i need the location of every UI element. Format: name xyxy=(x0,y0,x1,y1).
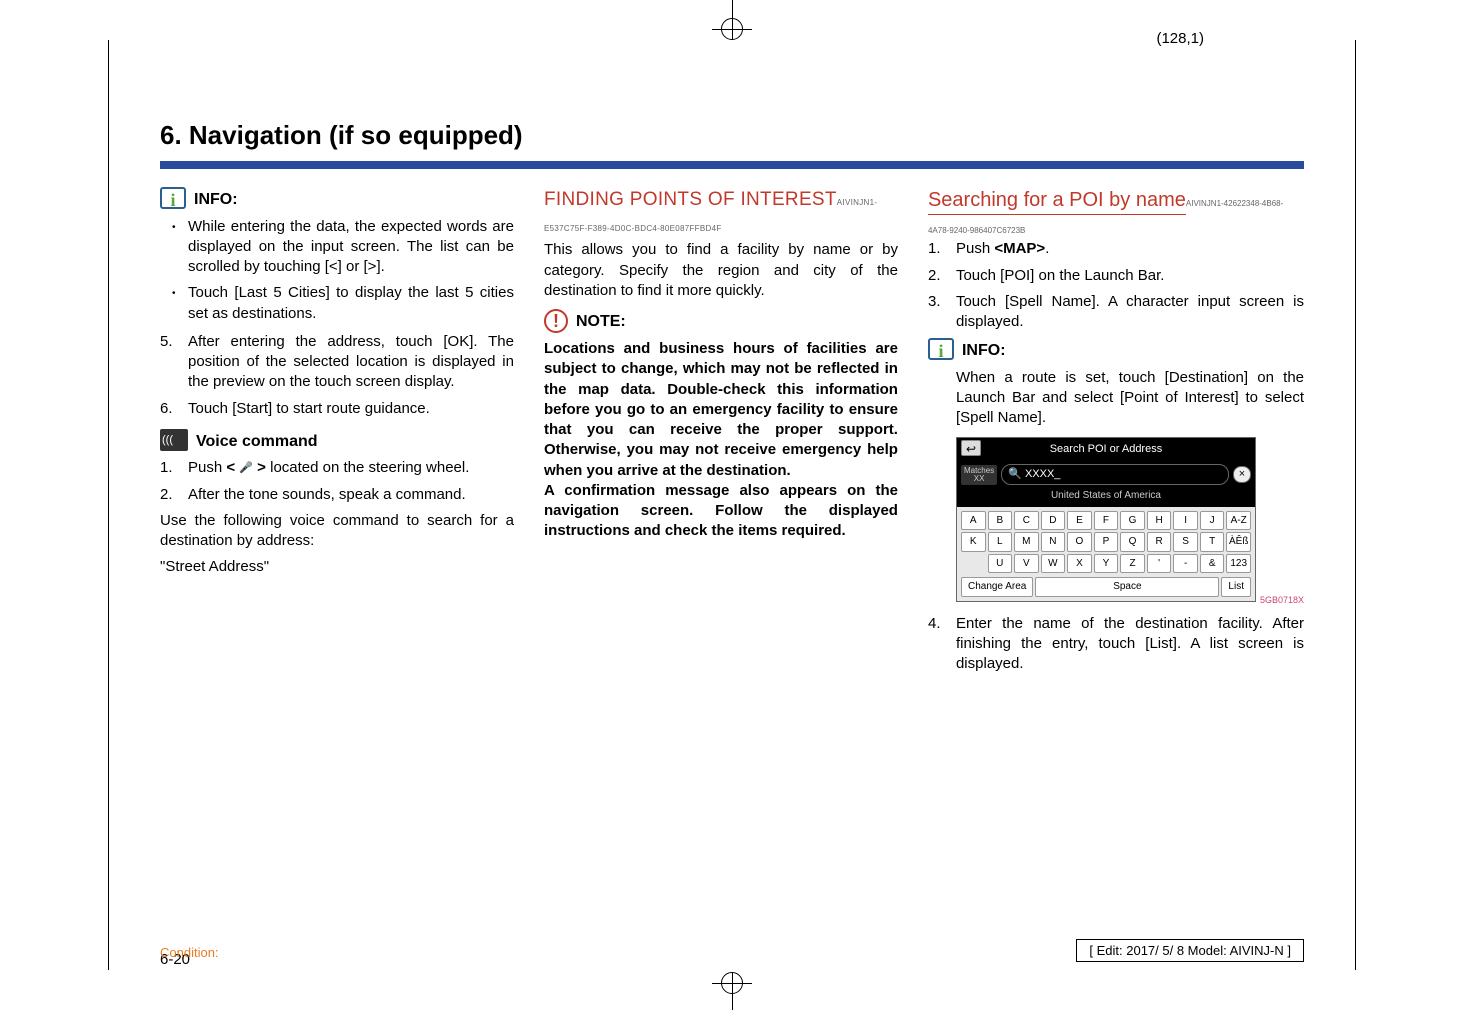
keyboard-screenshot: ↩ Search POI or Address MatchesXX 🔍 XXXX… xyxy=(956,437,1256,602)
step-item: Enter the name of the destination facili… xyxy=(928,614,1304,675)
section-title: 6. Navigation (if so equipped) xyxy=(160,120,1304,151)
keyboard-key: M xyxy=(1014,532,1039,552)
step-item: After entering the address, touch [OK]. … xyxy=(160,332,514,393)
step-item: Touch [POI] on the Launch Bar. xyxy=(928,266,1304,286)
voice-step: After the tone sounds, speak a command. xyxy=(160,485,514,505)
keyboard-key: Y xyxy=(1094,554,1119,574)
keyboard-key: ' xyxy=(1147,554,1172,574)
note-body: Locations and business hours of faciliti… xyxy=(544,339,898,542)
keyboard-key: A-Z xyxy=(1226,511,1251,531)
keyboard-key: W xyxy=(1041,554,1066,574)
keyboard-key: I xyxy=(1173,511,1198,531)
page-content: 6. Navigation (if so equipped) INFO: Whi… xyxy=(160,120,1304,880)
list-button: List xyxy=(1221,577,1251,597)
column-2: FINDING POINTS OF INTERESTAIVINJN1-E537C… xyxy=(544,187,898,681)
poi-intro: This allows you to find a facility by na… xyxy=(544,240,898,301)
keyboard-key: - xyxy=(1173,554,1198,574)
keyboard-key: B xyxy=(988,511,1013,531)
keyboard-key: & xyxy=(1200,554,1225,574)
keyboard-key: U xyxy=(988,554,1013,574)
trim-bar-right xyxy=(1355,40,1356,970)
voice-command-icon xyxy=(160,429,188,451)
keyboard-key: J xyxy=(1200,511,1225,531)
clear-icon: × xyxy=(1233,466,1251,483)
info-label: INFO: xyxy=(962,338,1006,362)
info-bullet: Touch [Last 5 Cities] to display the las… xyxy=(188,283,514,324)
column-1: INFO: While entering the data, the expec… xyxy=(160,187,514,681)
step-item: Touch [Spell Name]. A character input sc… xyxy=(928,292,1304,333)
search-input: 🔍 XXXX_ xyxy=(1001,464,1229,485)
change-area-button: Change Area xyxy=(961,577,1033,597)
ss-footer: Change Area Space List xyxy=(957,577,1255,601)
back-icon: ↩ xyxy=(961,440,981,456)
keyboard-key: K xyxy=(961,532,986,552)
trim-bar-left xyxy=(108,40,109,970)
voice-paragraph: Use the following voice command to searc… xyxy=(160,511,514,552)
search-poi-heading: Searching for a POI by name xyxy=(928,187,1186,215)
keyboard-key: Z xyxy=(1120,554,1145,574)
section-rule xyxy=(160,161,1304,169)
keyboard-key: V xyxy=(1014,554,1039,574)
keyboard-key: D xyxy=(1041,511,1066,531)
voice-quote: "Street Address" xyxy=(160,557,514,577)
ss-search-row: MatchesXX 🔍 XXXX_ × xyxy=(957,460,1255,489)
keyboard-key: G xyxy=(1120,511,1145,531)
keyboard-key: F xyxy=(1094,511,1119,531)
keyboard-key: R xyxy=(1147,532,1172,552)
keyboard-key: C xyxy=(1014,511,1039,531)
keyboard-key: ÀÊß xyxy=(1226,532,1251,552)
poi-heading: FINDING POINTS OF INTERESTAIVINJN1-E537C… xyxy=(544,187,898,238)
ss-subtitle: United States of America xyxy=(957,489,1255,507)
voice-step: Push < 🎤 > located on the steering wheel… xyxy=(160,458,514,478)
info-icon xyxy=(928,338,954,360)
condition-label: Condition: xyxy=(160,945,219,960)
keyboard-key: O xyxy=(1067,532,1092,552)
keyboard-key: 123 xyxy=(1226,554,1251,574)
keyboard-key: H xyxy=(1147,511,1172,531)
keyboard-key: A xyxy=(961,511,986,531)
keyboard-rows: ABCDEFGHIJA-Z KLMNOPQRSTÀÊß UVWXYZ'-&123 xyxy=(957,507,1255,578)
ss-header: ↩ Search POI or Address xyxy=(957,438,1255,461)
page-coordinate: (128,1) xyxy=(1156,30,1204,47)
keyboard-key: L xyxy=(988,532,1013,552)
keyboard-key: X xyxy=(1067,554,1092,574)
keyboard-key: S xyxy=(1173,532,1198,552)
info-body: When a route is set, touch [Destination]… xyxy=(928,368,1304,429)
space-button: Space xyxy=(1035,577,1219,597)
keyboard-key: P xyxy=(1094,532,1119,552)
step-item: Touch [Start] to start route guidance. xyxy=(160,399,514,419)
keyboard-key: T xyxy=(1200,532,1225,552)
keyboard-key: E xyxy=(1067,511,1092,531)
matches-badge: MatchesXX xyxy=(961,465,997,485)
column-3: Searching for a POI by nameAIVINJN1-4262… xyxy=(928,187,1304,681)
crop-mark-bottom xyxy=(712,960,752,1010)
voice-command-label: Voice command xyxy=(196,429,318,453)
keyboard-key: Q xyxy=(1120,532,1145,552)
edit-info-box: [ Edit: 2017/ 5/ 8 Model: AIVINJ-N ] xyxy=(1076,939,1304,962)
step-item: Push <MAP>. xyxy=(928,239,1304,259)
keyboard-key: N xyxy=(1041,532,1066,552)
note-icon xyxy=(544,309,568,333)
info-icon xyxy=(160,187,186,209)
crop-mark-top xyxy=(712,0,752,50)
info-label: INFO: xyxy=(194,187,238,211)
note-label: NOTE: xyxy=(576,309,626,333)
info-bullet: While entering the data, the expected wo… xyxy=(188,217,514,278)
screenshot-id: 5GB0718X xyxy=(1260,594,1304,606)
